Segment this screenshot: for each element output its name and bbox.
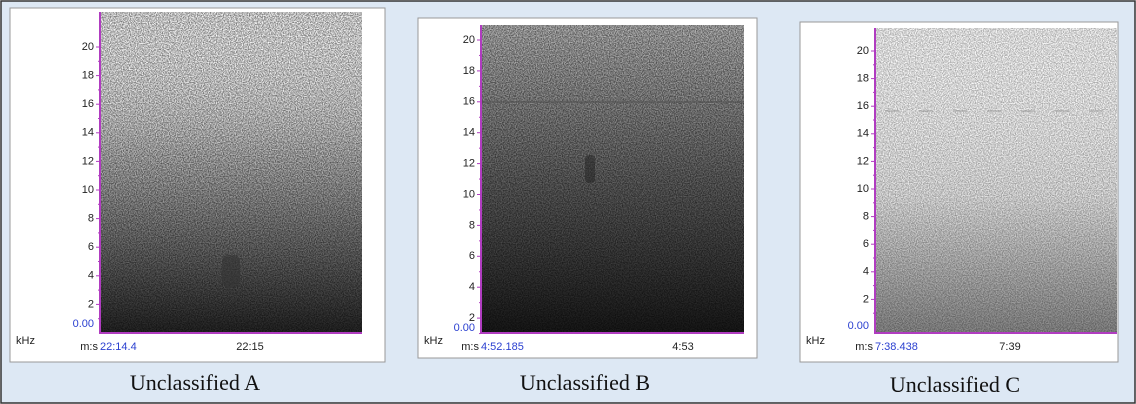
y-tick-label: 4 xyxy=(469,281,475,293)
caption: Unclassified B xyxy=(520,370,650,395)
y-tick-label: 6 xyxy=(88,241,94,253)
x-prefix: m:s xyxy=(461,341,479,353)
y-tick-label: 4 xyxy=(88,270,94,282)
y-tick-label: 10 xyxy=(857,183,869,195)
x-start: 22:14.4 xyxy=(100,341,137,353)
call-blob xyxy=(222,255,240,287)
y-origin-label: 0.00 xyxy=(454,322,475,334)
y-tick-label: 16 xyxy=(463,96,475,108)
y-tick-label: 12 xyxy=(857,155,869,167)
y-tick-label: 18 xyxy=(463,65,475,77)
x-start: 4:52.185 xyxy=(481,341,524,353)
y-tick-label: 2 xyxy=(88,298,94,310)
y-tick-label: 6 xyxy=(469,250,475,262)
y-tick-label: 6 xyxy=(863,238,869,250)
y-tick-label: 10 xyxy=(463,188,475,200)
y-tick-label: 14 xyxy=(463,127,475,139)
x-tick-label: 4:53 xyxy=(672,341,693,353)
y-origin-label: 0.00 xyxy=(73,318,94,330)
x-prefix: m:s xyxy=(855,341,873,353)
spectrogram-panel: 20 18 16 14 12 10 8 6 4 2 0.00 kHz m:s 7:38.438 7:39 Un… xyxy=(799,21,1119,397)
y-tick-label: 16 xyxy=(82,98,94,110)
spectrogram-panel: 20 18 16 14 12 10 8 6 4 20.00 kHz m:s 4:52.185 4:53 Un… xyxy=(417,17,758,395)
spectrogram-energy xyxy=(481,25,744,333)
caption: Unclassified C xyxy=(890,372,1020,397)
y-tick-label: 8 xyxy=(863,211,869,223)
y-tick-label: 18 xyxy=(82,70,94,82)
caption: Unclassified A xyxy=(130,370,260,395)
y-tick-label: 14 xyxy=(82,127,94,139)
x-tick-label: 22:15 xyxy=(236,341,264,353)
y-tick-label: 20 xyxy=(857,45,869,57)
y-tick-label: 18 xyxy=(857,73,869,85)
y-tick-label: 2 xyxy=(863,293,869,305)
y-tick-label: 10 xyxy=(82,184,94,196)
y-tick-label: 4 xyxy=(863,266,869,278)
x-prefix: m:s xyxy=(80,341,98,353)
y-tick-label: 16 xyxy=(857,100,869,112)
y-tick-label: 12 xyxy=(463,158,475,170)
y-origin-label: 0.00 xyxy=(848,320,869,332)
y-unit: kHz xyxy=(806,335,825,347)
y-tick-label: 8 xyxy=(88,213,94,225)
y-tick-label: 12 xyxy=(82,155,94,167)
y-unit: kHz xyxy=(16,335,35,347)
call-blob xyxy=(585,155,595,183)
y-tick-label: 20 xyxy=(463,34,475,46)
spectrogram-energy xyxy=(875,28,1117,333)
y-tick-label: 2 xyxy=(469,312,475,324)
x-tick-label: 7:39 xyxy=(999,341,1020,353)
y-unit: kHz xyxy=(424,335,443,347)
spectrogram-panel: 20 18 16 14 12 10 8 6 4 2 0.00 kHz m:s 22:14.4 22:15 Un… xyxy=(9,7,386,395)
y-tick-label: 8 xyxy=(469,219,475,231)
x-start: 7:38.438 xyxy=(875,341,918,353)
y-tick-label: 14 xyxy=(857,128,869,140)
y-tick-label: 20 xyxy=(82,41,94,53)
